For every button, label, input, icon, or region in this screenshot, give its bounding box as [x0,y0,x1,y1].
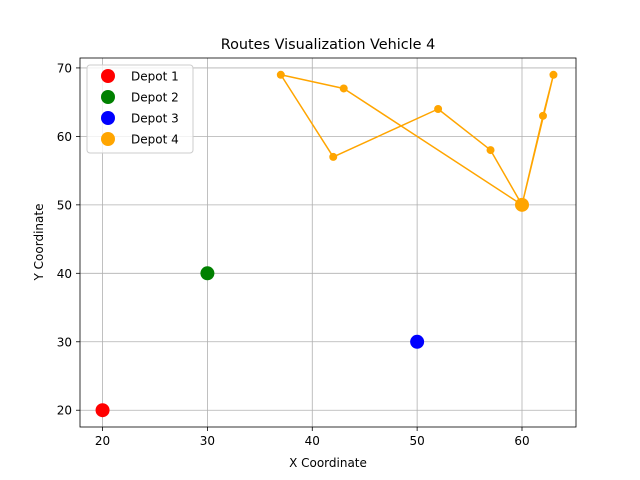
grid [80,58,576,427]
ticks: 20 30 40 50 60 20 30 40 50 60 70 [57,61,530,448]
depot-point [514,197,529,212]
depot-point [410,334,425,349]
route-point [276,70,285,79]
legend: Depot 1 Depot 2 Depot 3 Depot 4 [86,64,194,154]
route-point [549,70,558,79]
legend-marker [101,69,115,83]
x-tick-label: 50 [409,434,424,448]
x-axis-title: X Coordinate [289,456,367,470]
route-point [339,84,348,93]
y-tick-label: 50 [57,198,72,212]
x-tick-label: 20 [95,434,110,448]
legend-label: Depot 2 [131,91,179,105]
y-tick-label: 70 [57,61,72,75]
route-point [538,111,547,120]
y-tick-label: 30 [57,335,72,349]
depot-point [95,403,110,418]
y-axis-title: Y Coordinate [32,204,46,282]
route-point [434,105,443,114]
chart-title: Routes Visualization Vehicle 4 [221,37,436,53]
x-tick-label: 60 [514,434,529,448]
legend-box [86,64,194,154]
depot-layer [95,197,529,418]
plot-frame [79,57,577,428]
depot-point [200,266,215,281]
legend-marker [101,132,115,146]
route-point [486,146,495,155]
y-tick-label: 20 [57,404,72,418]
x-tick-label: 40 [305,434,320,448]
legend-marker [101,90,115,104]
route-line [280,74,555,206]
y-tick-label: 60 [57,130,72,144]
legend-label: Depot 1 [131,70,179,84]
x-tick-label: 30 [200,434,215,448]
route-point [329,152,338,161]
legend-marker [101,111,115,125]
legend-label: Depot 3 [131,112,179,126]
legend-label: Depot 4 [131,133,179,147]
y-tick-label: 40 [57,267,72,281]
